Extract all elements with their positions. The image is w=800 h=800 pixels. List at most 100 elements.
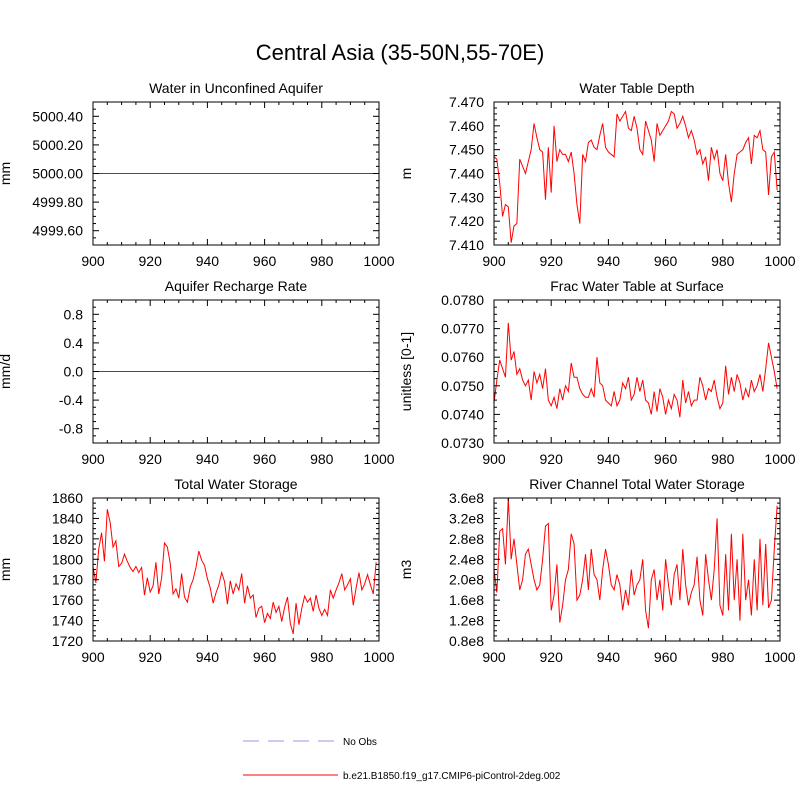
y-tick-label: 0.8e8 <box>449 633 484 649</box>
y-tick-label: 5000.00 <box>32 166 83 182</box>
y-tick-label: 0.0770 <box>441 321 484 337</box>
y-tick-label: 0.0780 <box>441 292 484 308</box>
series-line <box>493 110 778 243</box>
y-tick-label: 0.0740 <box>441 406 484 422</box>
x-tick-label: 1000 <box>363 451 394 467</box>
x-tick-label: 960 <box>253 649 277 665</box>
y-axis-label: m <box>398 168 414 180</box>
x-tick-label: 960 <box>654 253 678 269</box>
y-tick-label: 1.2e8 <box>449 613 484 629</box>
x-tick-label: 980 <box>310 451 334 467</box>
y-tick-label: 0.8 <box>64 306 84 322</box>
x-tick-label: 940 <box>597 649 621 665</box>
y-tick-label: 7.470 <box>449 94 484 110</box>
x-tick-label: 1000 <box>764 649 795 665</box>
y-tick-label: 7.430 <box>449 189 484 205</box>
chart-panel-5: Total Water Storage mm 900 920 940 960 980 1000… <box>0 476 395 665</box>
y-tick-label: -0.8 <box>59 421 83 437</box>
panel-title: Aquifer Recharge Rate <box>165 278 308 294</box>
x-tick-label: 900 <box>482 451 506 467</box>
x-tick-label: 920 <box>540 451 564 467</box>
y-tick-label: 0.0760 <box>441 349 484 365</box>
x-tick-label: 940 <box>597 451 621 467</box>
x-tick-label: 940 <box>196 649 220 665</box>
x-tick-label: 960 <box>654 649 678 665</box>
y-tick-label: 7.450 <box>449 142 484 158</box>
x-tick-label: 900 <box>81 253 105 269</box>
x-tick-label: 900 <box>81 451 105 467</box>
y-tick-label: 2.4e8 <box>449 551 484 567</box>
x-tick-label: 920 <box>540 649 564 665</box>
y-tick-label: 3.6e8 <box>449 490 484 506</box>
y-tick-label: 1840 <box>52 510 83 526</box>
x-tick-label: 920 <box>540 253 564 269</box>
x-tick-label: 940 <box>196 253 220 269</box>
x-tick-label: 940 <box>196 451 220 467</box>
y-tick-label: 4999.80 <box>32 194 83 210</box>
y-tick-label: 4999.60 <box>32 223 83 239</box>
plot-frame <box>493 101 781 246</box>
x-tick-label: 980 <box>310 253 334 269</box>
y-tick-label: 0.0 <box>64 364 84 380</box>
x-tick-label: 1000 <box>363 649 394 665</box>
y-tick-label: 2.0e8 <box>449 572 484 588</box>
y-tick-label: 0.0750 <box>441 378 484 394</box>
y-tick-label: 1780 <box>52 572 83 588</box>
y-axis-label: m3 <box>398 560 414 580</box>
y-axis-label: mm <box>0 162 13 185</box>
series-line <box>493 497 778 629</box>
chart-panel-3: Aquifer Recharge Rate mm/d 900 920 940 960 980… <box>0 278 395 467</box>
y-tick-label: 0.4 <box>64 335 84 351</box>
y-tick-label: -0.4 <box>59 392 83 408</box>
y-axis-label: mm <box>0 558 13 581</box>
y-tick-label: 7.420 <box>449 213 484 229</box>
y-tick-label: 7.440 <box>449 166 484 182</box>
x-tick-label: 900 <box>81 649 105 665</box>
y-tick-label: 5000.40 <box>32 108 83 124</box>
legend-label: No Obs <box>343 737 377 748</box>
chart-panel-2: Water Table Depth m 900 920 940 960 980 1000 7.4… <box>398 80 796 269</box>
y-axis-label: unitless [0-1] <box>398 332 414 411</box>
x-tick-label: 980 <box>310 649 334 665</box>
x-tick-label: 960 <box>253 451 277 467</box>
x-tick-label: 1000 <box>764 253 795 269</box>
x-tick-label: 980 <box>711 451 735 467</box>
y-tick-label: 1820 <box>52 531 83 547</box>
y-tick-label: 7.410 <box>449 237 484 253</box>
y-tick-label: 1720 <box>52 633 83 649</box>
legend: No Obs b.e21.B1850.f19_g17.CMIP6-piContro… <box>243 737 561 782</box>
plot-frame <box>92 497 380 642</box>
chart-panel-1: Water in Unconfined Aquifer mm 900 920 940 96… <box>0 80 395 269</box>
y-tick-label: 2.8e8 <box>449 531 484 547</box>
y-tick-label: 1740 <box>52 613 83 629</box>
x-tick-label: 1000 <box>764 451 795 467</box>
y-tick-label: 1860 <box>52 490 83 506</box>
x-tick-label: 960 <box>253 253 277 269</box>
panel-title: River Channel Total Water Storage <box>529 476 745 492</box>
x-tick-label: 900 <box>482 253 506 269</box>
y-tick-label: 5000.20 <box>32 137 83 153</box>
panel-title: Total Water Storage <box>174 476 297 492</box>
x-tick-label: 960 <box>654 451 678 467</box>
x-tick-label: 1000 <box>363 253 394 269</box>
x-tick-label: 980 <box>711 649 735 665</box>
y-tick-label: 1800 <box>52 551 83 567</box>
series-line <box>92 509 377 634</box>
plot-frame <box>493 299 781 444</box>
y-tick-label: 3.2e8 <box>449 510 484 526</box>
panel-title: Frac Water Table at Surface <box>550 278 724 294</box>
chart-panel-4: Frac Water Table at Surface unitless [0-1… <box>398 278 796 467</box>
x-tick-label: 920 <box>139 253 163 269</box>
page-title: Central Asia (35-50N,55-70E) <box>255 40 545 65</box>
x-tick-label: 980 <box>711 253 735 269</box>
series-line <box>493 322 778 418</box>
x-tick-label: 920 <box>139 451 163 467</box>
panel-title: Water in Unconfined Aquifer <box>149 80 323 96</box>
y-tick-label: 1760 <box>52 592 83 608</box>
legend-label: b.e21.B1850.f19_g17.CMIP6-piControl-2deg… <box>343 771 561 782</box>
y-tick-label: 0.0730 <box>441 435 484 451</box>
chart-panel-6: River Channel Total Water Storage m3 900 92… <box>398 476 796 665</box>
y-tick-label: 1.6e8 <box>449 592 484 608</box>
panel-title: Water Table Depth <box>579 80 694 96</box>
